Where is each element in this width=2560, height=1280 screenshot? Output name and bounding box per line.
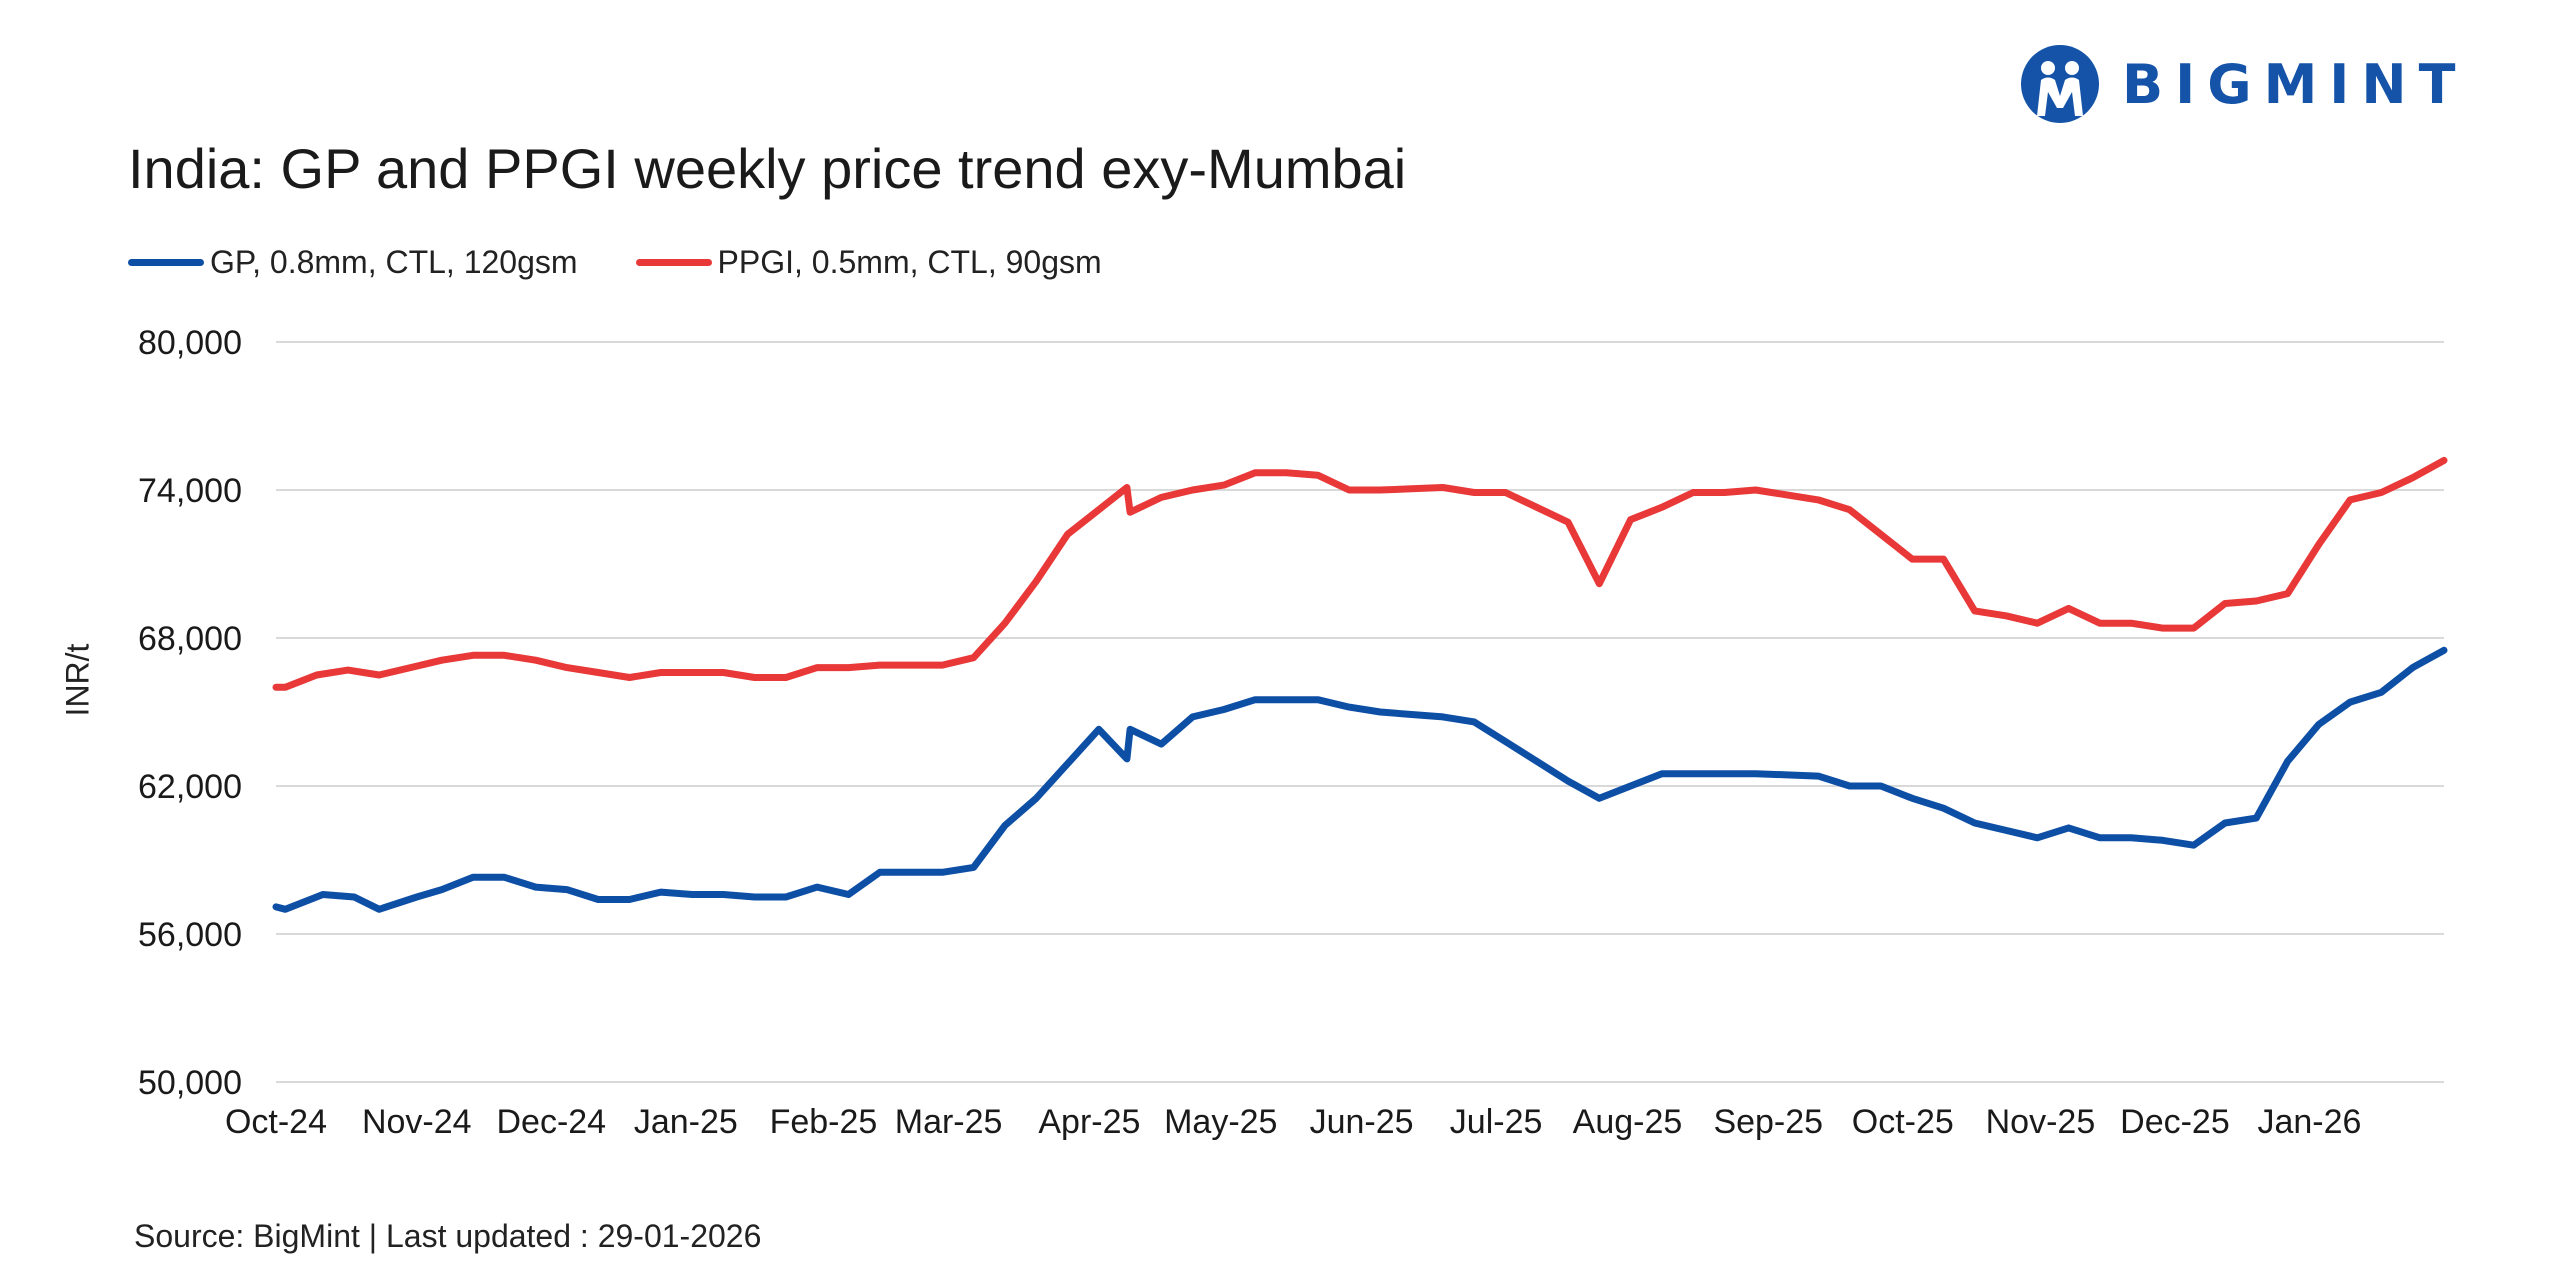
x-tick-label: Dec-25 <box>2120 1103 2230 1141</box>
y-tick-label: 68,000 <box>138 620 242 658</box>
x-tick-label: May-25 <box>1164 1103 1277 1141</box>
x-tick-label: Nov-25 <box>1986 1103 2096 1141</box>
y-tick-label: 80,000 <box>138 324 242 362</box>
x-tick-label: Jan-26 <box>2257 1103 2361 1141</box>
x-tick-label: Mar-25 <box>895 1103 1003 1141</box>
bigmint-logo: BIGMINT <box>2020 44 2467 124</box>
x-tick-label: Sep-25 <box>1713 1103 1823 1141</box>
chart-legend: GP, 0.8mm, CTL, 120gsm PPGI, 0.5mm, CTL,… <box>128 244 1160 281</box>
x-tick-label: Apr-25 <box>1038 1103 1140 1141</box>
x-tick-label: Jan-25 <box>634 1103 738 1141</box>
bigmint-wordmark: BIGMINT <box>2122 52 2468 116</box>
series-lines <box>272 456 2448 913</box>
legend-item-ppgi: PPGI, 0.5mm, CTL, 90gsm <box>635 244 1102 281</box>
x-tick-label: Jun-25 <box>1310 1103 1414 1141</box>
x-tick-label: Oct-25 <box>1852 1103 1954 1141</box>
legend-swatch-ppgi <box>635 259 712 266</box>
x-tick-label: Feb-25 <box>770 1103 878 1141</box>
x-axis-ticks: Oct-24 Nov-24 Dec-24 Jan-25 Feb-25 Mar-25 Apr-… <box>225 1103 2361 1141</box>
source-footer: Source: BigMint | Last updated : 29-01-2… <box>134 1218 762 1254</box>
x-tick-label: Oct-24 <box>225 1103 327 1141</box>
y-tick-label: 50,000 <box>138 1064 242 1102</box>
legend-label-ppgi: PPGI, 0.5mm, CTL, 90gsm <box>717 244 1102 280</box>
y-tick-label: 56,000 <box>138 916 242 954</box>
x-tick-label: Nov-24 <box>362 1103 472 1141</box>
legend-swatch-gp <box>128 259 204 266</box>
chart-title: India: GP and PPGI weekly price trend ex… <box>128 137 1407 200</box>
legend-label-gp: GP, 0.8mm, CTL, 120gsm <box>210 244 578 280</box>
bigmint-people-icon <box>2021 45 2099 123</box>
series-line-gp <box>272 646 2448 913</box>
series-line-ppgi <box>272 456 2448 691</box>
x-tick-label: Dec-24 <box>496 1103 606 1141</box>
x-tick-label: Aug-25 <box>1573 1103 1683 1141</box>
x-tick-label: Jul-25 <box>1450 1103 1543 1141</box>
y-tick-label: 74,000 <box>138 472 242 510</box>
y-axis-ticks: 50,000 56,000 62,000 68,000 74,000 80,000 <box>138 324 242 1102</box>
y-tick-label: 62,000 <box>138 768 242 806</box>
legend-item-gp: GP, 0.8mm, CTL, 120gsm <box>128 244 578 281</box>
